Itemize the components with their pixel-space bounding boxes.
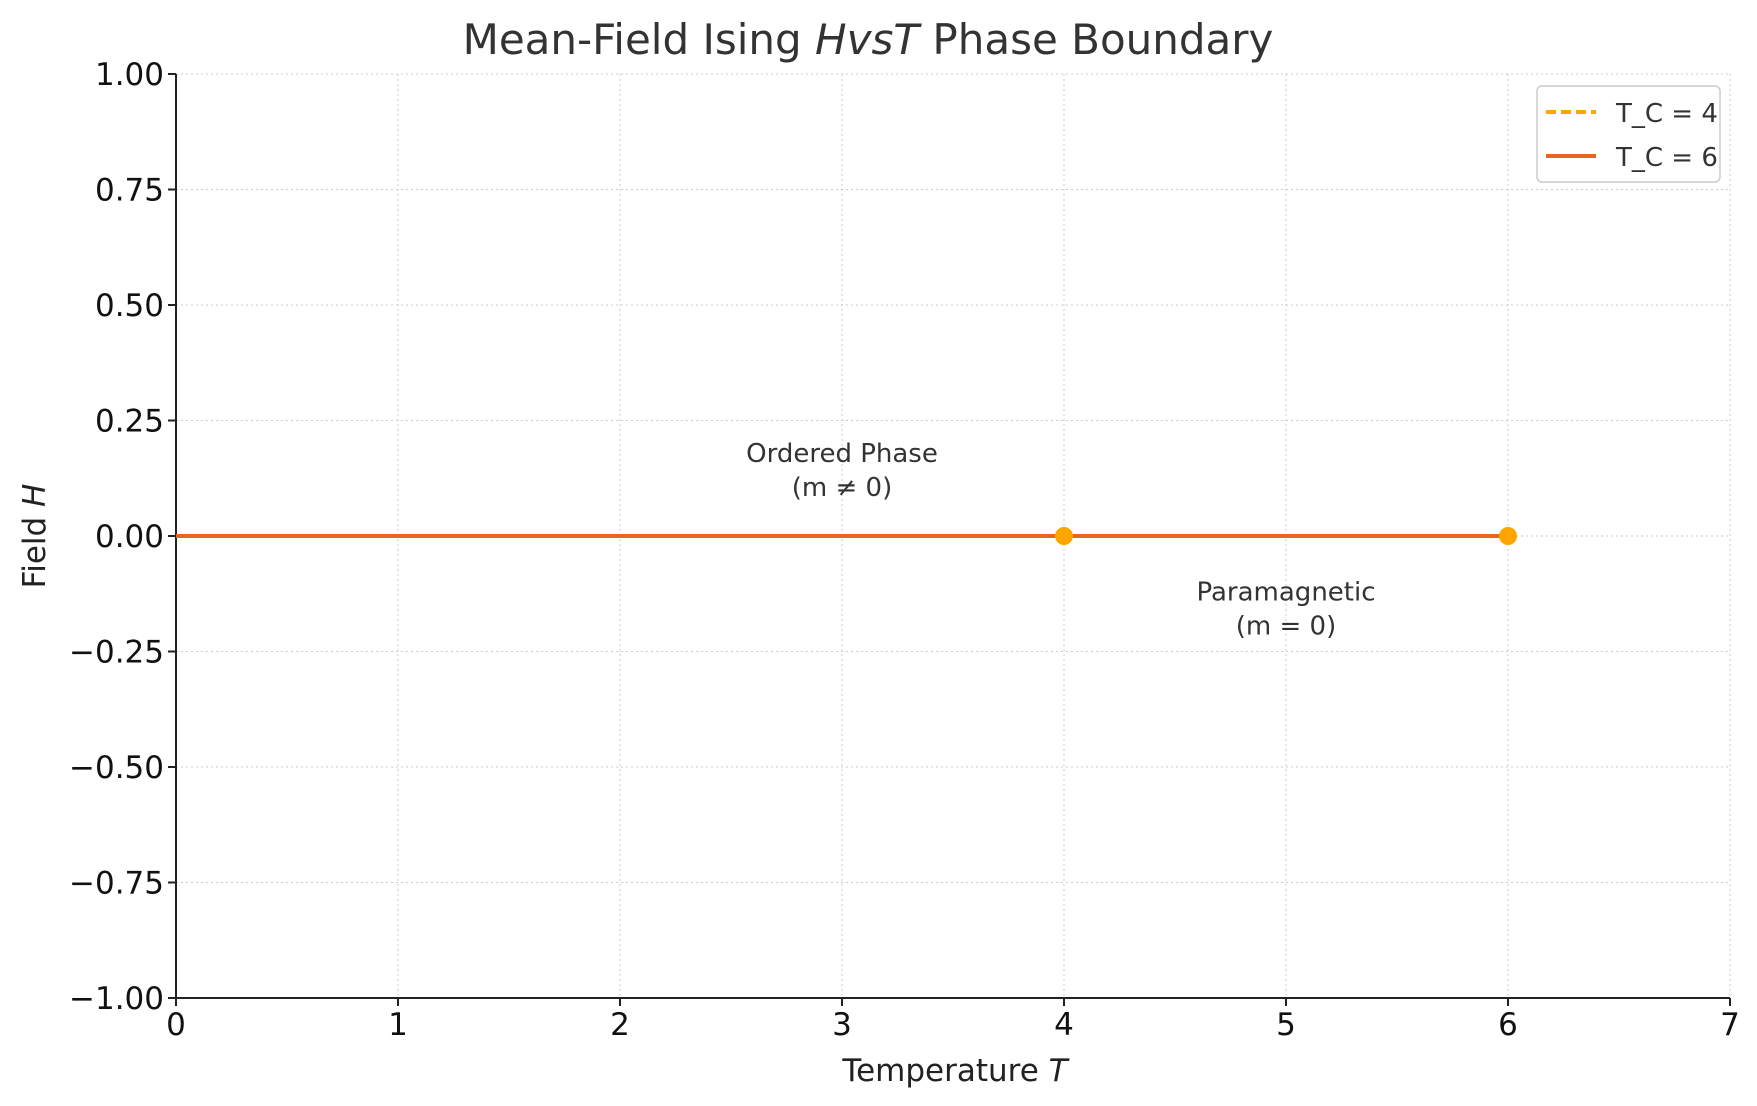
y-tick-label: −0.50 xyxy=(69,750,164,786)
y-tick-label: −0.25 xyxy=(69,635,164,671)
x-tick-label: 6 xyxy=(1498,1007,1518,1043)
x-tick-label: 7 xyxy=(1720,1007,1740,1043)
y-tick-label: −1.00 xyxy=(69,981,164,1017)
annotation-text: Paramagnetic xyxy=(1196,578,1375,608)
critical-point-marker xyxy=(1055,527,1073,545)
series xyxy=(176,527,1517,545)
chart-title: Mean-Field Ising HvsT Phase Boundary xyxy=(463,15,1274,64)
x-tick-label: 1 xyxy=(388,1007,408,1043)
legend: T_C = 4 T_C = 6 xyxy=(1536,85,1721,183)
x-tick-label: 5 xyxy=(1276,1007,1296,1043)
annotation-text: (m ≠ 0) xyxy=(792,473,892,503)
y-axis-ticks: −1.00 −0.75 −0.50 −0.25 0.00 0.25 0.50 0.75 1.00 xyxy=(69,57,176,1017)
annotation-text: (m = 0) xyxy=(1236,612,1336,642)
y-tick-label: 0.00 xyxy=(95,519,164,555)
y-axis-label: Field H xyxy=(17,484,53,589)
y-tick-label: 0.25 xyxy=(95,404,164,440)
annotation-text: Ordered Phase xyxy=(746,439,938,469)
x-axis-ticks: 0 1 2 3 4 5 6 7 xyxy=(166,998,1740,1043)
critical-point-marker xyxy=(1499,527,1517,545)
legend-label: T_C = 4 xyxy=(1615,99,1718,129)
x-tick-label: 4 xyxy=(1054,1007,1074,1043)
x-tick-label: 2 xyxy=(610,1007,630,1043)
x-tick-label: 0 xyxy=(166,1007,186,1043)
legend-label: T_C = 6 xyxy=(1615,143,1718,173)
y-tick-label: 1.00 xyxy=(95,57,164,93)
y-tick-label: 0.75 xyxy=(95,173,164,209)
y-tick-label: −0.75 xyxy=(69,866,164,902)
annotations: Ordered Phase (m ≠ 0) Paramagnetic (m = 0) xyxy=(746,439,1375,642)
x-tick-label: 3 xyxy=(832,1007,852,1043)
y-tick-label: 0.50 xyxy=(95,288,164,324)
x-axis-label: Temperature T xyxy=(841,1053,1069,1089)
